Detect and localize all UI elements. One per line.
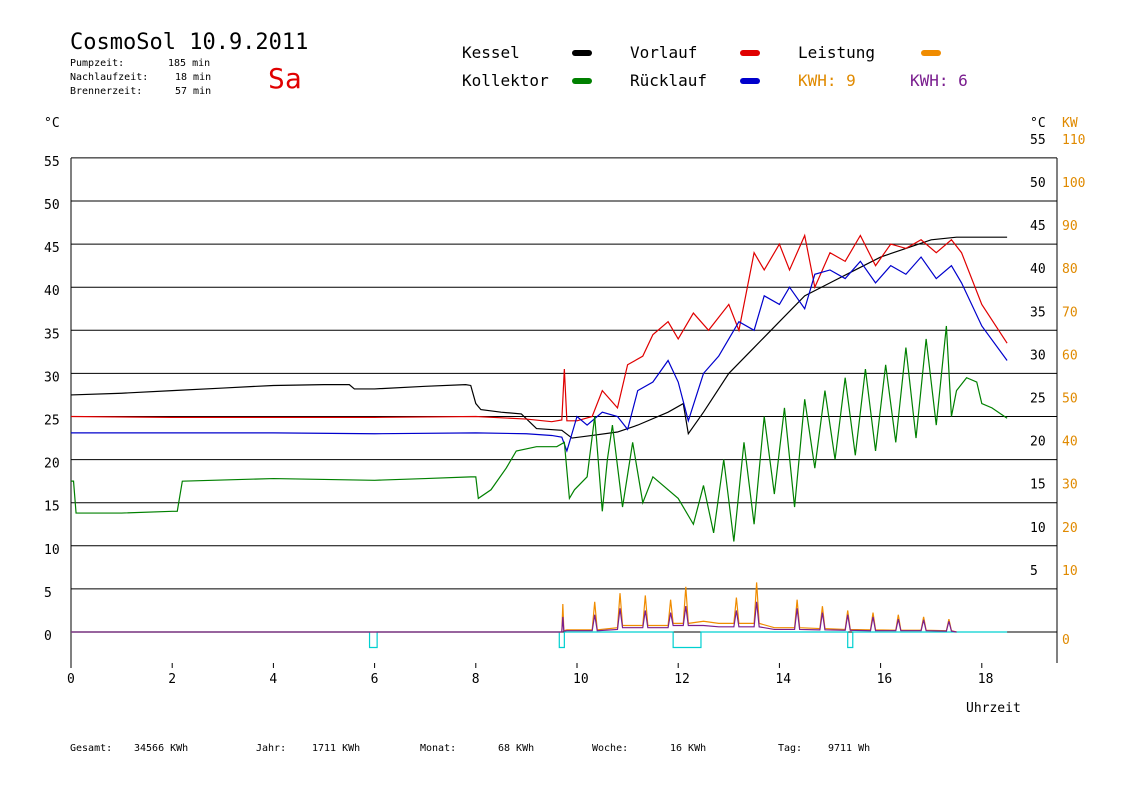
footer-jahr-value: 1711 KWh: [312, 743, 361, 754]
y2-tick-20: 20: [1062, 521, 1078, 536]
y2-tick-70: 70: [1062, 305, 1078, 320]
y2-tick-50: 50: [1062, 392, 1078, 407]
footer-jahr-label: Jahr:: [256, 743, 287, 754]
y2-tick-40: 40: [1062, 435, 1078, 450]
legend-kollektor-label: Kollektor: [462, 71, 549, 90]
stat-brennerzeit-value: 57 min: [175, 86, 212, 97]
y-tick-left-55: 55: [44, 155, 60, 170]
y-tick-right-50: 50: [1030, 176, 1046, 191]
footer-woche-value: 16 KWh: [670, 743, 707, 754]
legend-kessel-label: Kessel: [462, 43, 520, 62]
legend-vorlauf-swatch: [740, 50, 760, 56]
y2-tick-80: 80: [1062, 262, 1078, 277]
stat-pumpzeit-value: 185 min: [168, 58, 211, 69]
pump-line: [71, 631, 1008, 649]
y-tick-left-25: 25: [44, 414, 60, 429]
right-axis-unit: °C: [1030, 116, 1046, 131]
weekday-label: Sa: [268, 62, 302, 95]
y-tick-right-25: 25: [1030, 392, 1046, 407]
y-tick-right-45: 45: [1030, 219, 1046, 234]
y-tick-left-30: 30: [44, 370, 60, 385]
stat-nachlaufzeit-value: 18 min: [175, 72, 212, 83]
right-axis-unit-kw: KW: [1062, 116, 1078, 131]
x-tick-0: 0: [67, 672, 75, 687]
legend-vorlauf-label: Vorlauf: [630, 43, 698, 62]
footer-gesamt-value: 34566 KWh: [134, 743, 189, 754]
x-tick-6: 6: [371, 672, 379, 687]
y-tick-left-10: 10: [44, 543, 60, 558]
series-line-kessel: [70, 236, 1008, 439]
y-tick-right-20: 20: [1030, 435, 1046, 450]
legend-kollektor-swatch: [572, 78, 592, 84]
x-tick-14: 14: [775, 672, 791, 687]
stat-brennerzeit-label: Brennerzeit:: [70, 86, 143, 97]
y-tick-left-50: 50: [44, 198, 60, 213]
y-tick-left-5: 5: [44, 586, 52, 601]
y-tick-left-0: 0: [44, 629, 52, 644]
left-axis-unit: °C: [44, 116, 60, 131]
y-tick-left-15: 15: [44, 500, 60, 515]
y2-tick-0: 0: [1062, 633, 1070, 648]
footer-tag-label: Tag:: [778, 743, 803, 754]
x-tick-2: 2: [168, 672, 176, 687]
y2-tick-100: 100: [1062, 176, 1085, 191]
legend-ruecklauf-swatch: [740, 78, 760, 84]
y-tick-right-35: 35: [1030, 305, 1046, 320]
y2-tick-30: 30: [1062, 478, 1078, 493]
x-tick-12: 12: [674, 672, 690, 687]
legend-kessel-swatch: [572, 50, 592, 56]
y-tick-right-5: 5: [1030, 564, 1038, 579]
footer-monat-value: 68 KWh: [498, 743, 535, 754]
series-line-ruecklauf: [71, 256, 1008, 453]
y-tick-left-20: 20: [44, 457, 60, 472]
x-tick-16: 16: [877, 672, 893, 687]
y-tick-right-30: 30: [1030, 348, 1046, 363]
y2-tick-110: 110: [1062, 133, 1085, 148]
footer-tag-value: 9711 Wh: [828, 743, 871, 754]
y2-tick-60: 60: [1062, 348, 1078, 363]
y2-tick-90: 90: [1062, 219, 1078, 234]
y2-tick-10: 10: [1062, 564, 1078, 579]
footer-gesamt-label: Gesamt:: [70, 743, 113, 754]
y-tick-left-45: 45: [44, 241, 60, 256]
y-tick-right-10: 10: [1030, 521, 1046, 536]
y-tick-right-55: 55: [1030, 133, 1046, 148]
legend-leistung-swatch: [921, 50, 941, 56]
legend-leistung-label: Leistung: [798, 43, 876, 62]
stat-nachlaufzeit-label: Nachlaufzeit:: [70, 72, 149, 83]
x-tick-18: 18: [978, 672, 994, 687]
y-tick-right-40: 40: [1030, 262, 1046, 277]
legend-kwh2-label: KWH: 6: [910, 71, 968, 90]
series-line-kollektor: [71, 325, 1008, 542]
y-tick-left-35: 35: [44, 327, 60, 342]
legend-ruecklauf-label: Rücklauf: [630, 71, 708, 90]
x-tick-4: 4: [269, 672, 277, 687]
x-axis-label: Uhrzeit: [966, 701, 1021, 716]
footer-monat-label: Monat:: [420, 743, 457, 754]
x-tick-10: 10: [573, 672, 589, 687]
series-line-kwh2: [71, 601, 957, 633]
footer-woche-label: Woche:: [592, 743, 629, 754]
legend-kwh1-label: KWH: 9: [798, 71, 856, 90]
stat-pumpzeit-label: Pumpzeit:: [70, 58, 125, 69]
y-tick-left-40: 40: [44, 284, 60, 299]
x-tick-8: 8: [472, 672, 480, 687]
y-tick-right-15: 15: [1030, 478, 1046, 493]
series-line-vorlauf: [70, 233, 1008, 423]
chart-title: CosmoSol 10.9.2011: [70, 30, 309, 55]
